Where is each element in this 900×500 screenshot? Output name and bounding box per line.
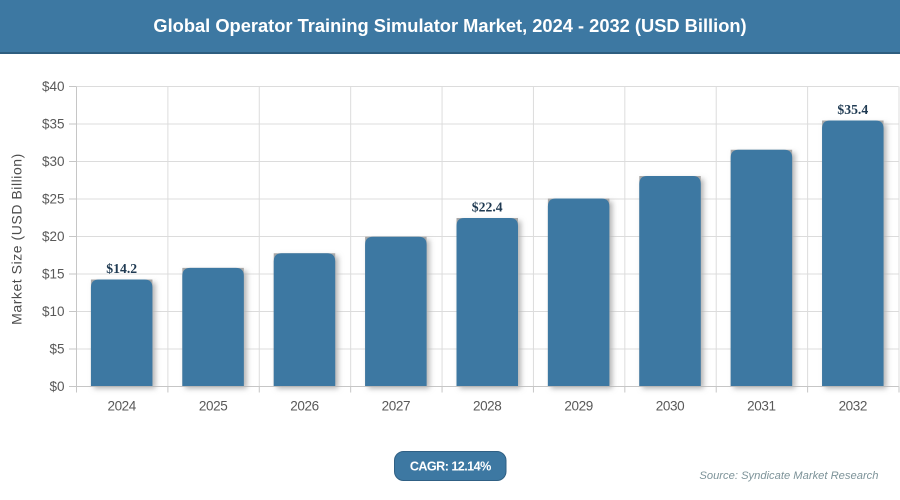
svg-text:$25: $25 [42, 191, 65, 206]
svg-text:$0: $0 [49, 379, 64, 394]
svg-text:2024: 2024 [107, 399, 136, 414]
svg-text:$22.4: $22.4 [472, 199, 503, 214]
svg-text:2025: 2025 [199, 399, 227, 414]
svg-text:$5: $5 [49, 341, 64, 356]
svg-text:Global Operator Training Simul: Global Operator Training Simulator Marke… [153, 15, 746, 36]
svg-text:$14.2: $14.2 [106, 261, 137, 276]
svg-text:$20: $20 [42, 229, 65, 244]
svg-text:$30: $30 [42, 154, 65, 169]
svg-text:$40: $40 [42, 79, 65, 94]
svg-text:2029: 2029 [564, 399, 592, 414]
svg-text:Market Size (USD Billion): Market Size (USD Billion) [9, 153, 25, 325]
svg-text:$10: $10 [42, 304, 65, 319]
svg-text:$35: $35 [42, 116, 65, 131]
svg-text:$15: $15 [42, 266, 65, 281]
svg-text:2027: 2027 [382, 399, 410, 414]
svg-text:2030: 2030 [656, 399, 684, 414]
svg-text:2028: 2028 [473, 399, 501, 414]
svg-text:2031: 2031 [747, 399, 775, 414]
svg-text:CAGR: 12.14%: CAGR: 12.14% [410, 460, 491, 474]
svg-text:2032: 2032 [839, 399, 867, 414]
svg-text:2026: 2026 [290, 399, 318, 414]
svg-text:$35.4: $35.4 [837, 102, 868, 117]
svg-text:Source: Syndicate Market Resea: Source: Syndicate Market Research [699, 470, 878, 482]
